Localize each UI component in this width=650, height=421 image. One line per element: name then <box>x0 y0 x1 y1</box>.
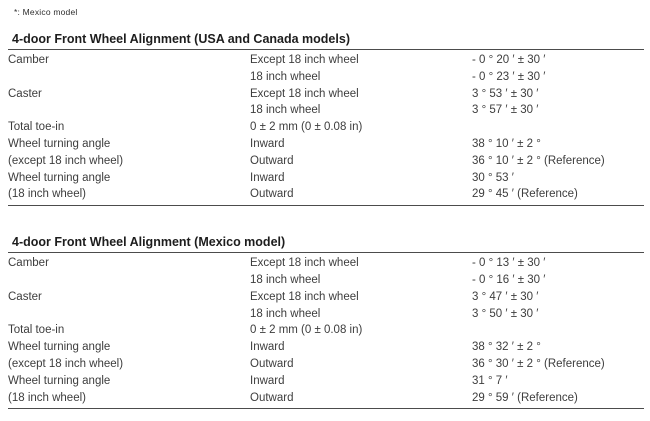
value-cell: 31 ° 7 ′ <box>472 374 508 387</box>
spec-name-cell: Camber <box>8 54 49 66</box>
table-row: (18 inch wheel) Outward 29 ° 45 ′ (Referen… <box>8 186 644 203</box>
table-body: Camber Except 18 inch wheel - 0 ° 20 ′ ± 3… <box>8 50 644 207</box>
condition-cell: Inward <box>250 341 285 354</box>
condition-cell: Inward <box>250 171 285 184</box>
condition-cell: Outward <box>250 188 294 201</box>
value-cell: 3 ° 57 ′ ± 30 ′ <box>472 104 539 117</box>
value-cell: 3 ° 53 ′ ± 30 ′ <box>472 87 539 100</box>
value-cell: 29 ° 59 ′ (Reference) <box>472 391 578 404</box>
condition-cell: 18 inch wheel <box>250 307 321 320</box>
value-cell: - 0 ° 16 ′ ± 30 ′ <box>472 273 546 286</box>
value-cell: 3 ° 47 ′ ± 30 ′ <box>472 290 539 303</box>
value-cell: 38 ° 10 ′ ± 2 ° <box>472 137 541 150</box>
condition-cell: Except 18 inch wheel <box>250 257 359 270</box>
condition-cell: 18 inch wheel <box>250 104 321 117</box>
table-row: 18 inch wheel - 0 ° 23 ′ ± 30 ′ <box>8 69 644 86</box>
condition-cell: Outward <box>250 391 294 404</box>
table-row: Total toe-in 0 ± 2 mm (0 ± 0.08 in) <box>8 322 644 339</box>
value-cell: - 0 ° 20 ′ ± 30 ′ <box>472 54 546 66</box>
spec-name-cell: Camber <box>8 257 49 270</box>
spec-name-cell: Wheel turning angle <box>8 374 111 387</box>
value-cell: 36 ° 30 ′ ± 2 ° (Reference) <box>472 357 605 370</box>
value-cell: 29 ° 45 ′ (Reference) <box>472 188 578 201</box>
condition-cell: Except 18 inch wheel <box>250 54 359 66</box>
table-row: Caster Except 18 inch wheel 3 ° 53 ′ ± 30 … <box>8 86 644 103</box>
footnote-mexico-model: *: Mexico model <box>14 7 78 17</box>
condition-cell: Outward <box>250 357 294 370</box>
condition-cell: Inward <box>250 374 285 387</box>
condition-cell: 0 ± 2 mm (0 ± 0.08 in) <box>250 324 363 337</box>
value-cell: 3 ° 50 ′ ± 30 ′ <box>472 307 539 320</box>
value-cell: 38 ° 32 ′ ± 2 ° <box>472 341 541 354</box>
condition-cell: 0 ± 2 mm (0 ± 0.08 in) <box>250 121 363 134</box>
table-row: Wheel turning angle Inward 30 ° 53 ′ <box>8 170 644 187</box>
table-row: (except 18 inch wheel) Outward 36 ° 10 ′ ±… <box>8 153 644 170</box>
spec-name-cell: Wheel turning angle <box>8 341 111 354</box>
spec-name-cell: Total toe-in <box>8 121 65 134</box>
spec-name-cell: (18 inch wheel) <box>8 188 86 201</box>
alignment-table-usa-canada: 4-door Front Wheel Alignment (USA and Ca… <box>8 32 644 207</box>
table-row: Wheel turning angle Inward 38 ° 32 ′ ± 2 ° <box>8 339 644 356</box>
table-row: 18 inch wheel 3 ° 50 ′ ± 30 ′ <box>8 306 644 323</box>
table-row: Wheel turning angle Inward 31 ° 7 ′ <box>8 373 644 390</box>
condition-cell: Outward <box>250 154 294 167</box>
spec-name-cell: Wheel turning angle <box>8 137 111 150</box>
table-title-mexico: 4-door Front Wheel Alignment (Mexico mod… <box>8 235 644 254</box>
table-row: (except 18 inch wheel) Outward 36 ° 30 ′ ±… <box>8 356 644 373</box>
alignment-table-mexico: 4-door Front Wheel Alignment (Mexico mod… <box>8 235 644 410</box>
condition-cell: Inward <box>250 137 285 150</box>
spec-name-cell: (except 18 inch wheel) <box>8 357 124 370</box>
table-row: Wheel turning angle Inward 38 ° 10 ′ ± 2 ° <box>8 136 644 153</box>
table-row: (18 inch wheel) Outward 29 ° 59 ′ (Referen… <box>8 390 644 407</box>
value-cell: 36 ° 10 ′ ± 2 ° (Reference) <box>472 154 605 167</box>
table-row: 18 inch wheel - 0 ° 16 ′ ± 30 ′ <box>8 272 644 289</box>
condition-cell: 18 inch wheel <box>250 70 321 83</box>
value-cell: - 0 ° 13 ′ ± 30 ′ <box>472 257 546 270</box>
condition-cell: Except 18 inch wheel <box>250 290 359 303</box>
spec-name-cell: (except 18 inch wheel) <box>8 154 124 167</box>
value-cell: - 0 ° 23 ′ ± 30 ′ <box>472 70 546 83</box>
condition-cell: Except 18 inch wheel <box>250 87 359 100</box>
spec-name-cell: (18 inch wheel) <box>8 391 86 404</box>
table-row: Caster Except 18 inch wheel 3 ° 47 ′ ± 30 … <box>8 289 644 306</box>
table-title-usa-canada: 4-door Front Wheel Alignment (USA and Ca… <box>8 32 644 50</box>
spec-name-cell: Caster <box>8 290 42 303</box>
spec-name-cell: Total toe-in <box>8 324 65 337</box>
spec-page: *: Mexico model 4-door Front Wheel Align… <box>8 7 644 410</box>
table-row: 18 inch wheel 3 ° 57 ′ ± 30 ′ <box>8 102 644 119</box>
condition-cell: 18 inch wheel <box>250 273 321 286</box>
table-body: Camber Except 18 inch wheel - 0 ° 13 ′ ± 3… <box>8 253 644 410</box>
table-row: Total toe-in 0 ± 2 mm (0 ± 0.08 in) <box>8 119 644 136</box>
spec-name-cell: Wheel turning angle <box>8 171 111 184</box>
spec-name-cell: Caster <box>8 87 42 100</box>
table-row: Camber Except 18 inch wheel - 0 ° 13 ′ ± 3… <box>8 255 644 272</box>
table-row: Camber Except 18 inch wheel - 0 ° 20 ′ ± 3… <box>8 52 644 69</box>
value-cell: 30 ° 53 ′ <box>472 171 514 184</box>
